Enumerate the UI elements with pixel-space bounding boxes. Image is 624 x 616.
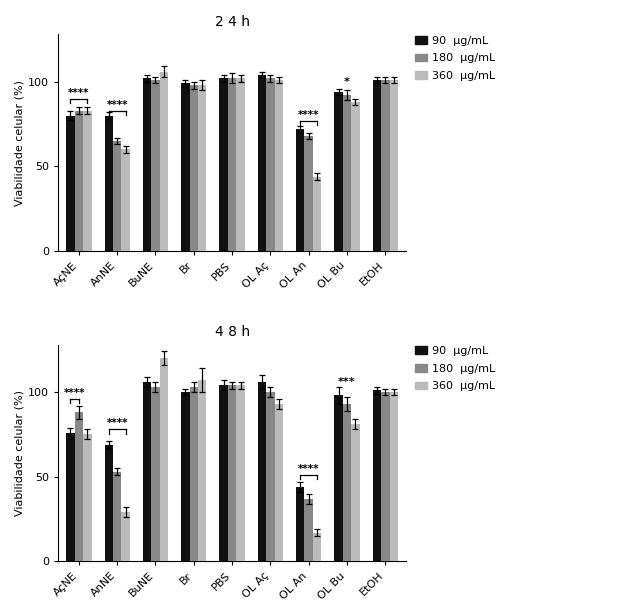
- Bar: [258, 75, 266, 251]
- Bar: [236, 78, 245, 251]
- Bar: [275, 80, 283, 251]
- Bar: [305, 136, 313, 251]
- Bar: [296, 487, 305, 561]
- Bar: [313, 533, 321, 561]
- Bar: [151, 387, 160, 561]
- Y-axis label: Viabilidade celular (%): Viabilidade celular (%): [15, 390, 25, 516]
- Legend: 90  μg/mL, 180  μg/mL, 360  μg/mL: 90 μg/mL, 180 μg/mL, 360 μg/mL: [416, 346, 495, 392]
- Bar: [220, 386, 228, 561]
- Bar: [75, 412, 83, 561]
- Bar: [389, 80, 398, 251]
- Bar: [198, 85, 207, 251]
- Bar: [66, 432, 75, 561]
- Bar: [113, 472, 122, 561]
- Bar: [105, 445, 113, 561]
- Bar: [75, 110, 83, 251]
- Bar: [351, 102, 359, 251]
- Bar: [381, 80, 389, 251]
- Bar: [266, 78, 275, 251]
- Legend: 90  μg/mL, 180  μg/mL, 360  μg/mL: 90 μg/mL, 180 μg/mL, 360 μg/mL: [416, 36, 495, 81]
- Bar: [143, 78, 151, 251]
- Bar: [266, 392, 275, 561]
- Bar: [305, 499, 313, 561]
- Bar: [160, 71, 168, 251]
- Bar: [236, 386, 245, 561]
- Bar: [334, 92, 343, 251]
- Bar: [113, 141, 122, 251]
- Bar: [381, 392, 389, 561]
- Bar: [151, 80, 160, 251]
- Bar: [122, 513, 130, 561]
- Bar: [313, 177, 321, 251]
- Text: ****: ****: [64, 388, 85, 398]
- Text: ****: ****: [107, 100, 128, 110]
- Bar: [275, 404, 283, 561]
- Bar: [181, 83, 190, 251]
- Bar: [66, 116, 75, 251]
- Bar: [228, 386, 236, 561]
- Bar: [190, 387, 198, 561]
- Text: ***: ***: [338, 377, 356, 387]
- Bar: [190, 85, 198, 251]
- Text: ****: ****: [68, 88, 90, 98]
- Bar: [160, 359, 168, 561]
- Text: ****: ****: [107, 418, 128, 429]
- Bar: [389, 392, 398, 561]
- Title: 4 8 h: 4 8 h: [215, 325, 250, 339]
- Text: *: *: [344, 77, 350, 87]
- Bar: [198, 380, 207, 561]
- Bar: [228, 78, 236, 251]
- Text: ****: ****: [298, 464, 319, 474]
- Bar: [334, 395, 343, 561]
- Bar: [220, 78, 228, 251]
- Bar: [343, 404, 351, 561]
- Bar: [83, 110, 92, 251]
- Bar: [373, 391, 381, 561]
- Bar: [373, 80, 381, 251]
- Title: 2 4 h: 2 4 h: [215, 15, 250, 29]
- Bar: [83, 434, 92, 561]
- Bar: [351, 424, 359, 561]
- Text: ****: ****: [298, 110, 319, 120]
- Bar: [105, 116, 113, 251]
- Bar: [258, 382, 266, 561]
- Bar: [143, 382, 151, 561]
- Bar: [296, 129, 305, 251]
- Y-axis label: Viabilidade celular (%): Viabilidade celular (%): [15, 79, 25, 206]
- Bar: [181, 392, 190, 561]
- Bar: [343, 95, 351, 251]
- Bar: [122, 150, 130, 251]
